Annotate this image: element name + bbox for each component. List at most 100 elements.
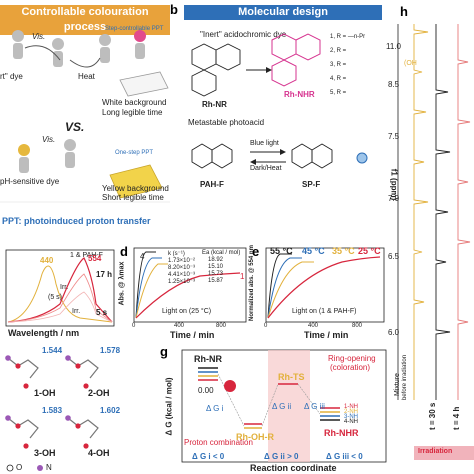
pahf-label: PAH-F — [200, 180, 224, 189]
panel-h-label: h — [400, 4, 408, 19]
g-cond2: Δ G ii > 0 — [264, 452, 299, 461]
rhnhr-label: Rh-NHR — [284, 90, 315, 99]
irr-2: (5 s) — [48, 294, 62, 301]
panel-e-label: e — [252, 244, 260, 259]
d-row-0-ea: 18.92 — [208, 257, 224, 263]
peak-554: 554 — [88, 254, 102, 263]
d-row-3-ea: 15.87 — [208, 278, 224, 284]
d-row-1-ea: 15.10 — [208, 264, 224, 270]
panel-b-label: b — [170, 2, 178, 17]
g-rhnr: Rh-NR — [194, 354, 222, 364]
h-oh: (OH — [404, 60, 417, 67]
h-axis-label: f1 (ppm) — [389, 168, 399, 201]
d-row-0-k: 1.73×10⁻² — [168, 258, 196, 264]
step-ppt-label: Step-controllable PPT — [105, 26, 164, 32]
d-xtick-2: 400 — [174, 323, 185, 329]
result-1b: Long legible time — [102, 108, 163, 117]
spectra-plot — [5, 249, 115, 327]
d-xtick-4: 800 — [216, 323, 227, 329]
h-tick-4: 6.5 — [388, 252, 400, 261]
e-temp-35: 35 °C — [332, 246, 355, 256]
g-dgiii: Δ G iii — [304, 402, 325, 411]
d-xtick-0: 0 — [132, 323, 136, 329]
result-2b: Short legible time — [102, 193, 164, 202]
g-ring: Ring-opening — [328, 354, 376, 363]
atom-o: O — [16, 463, 23, 472]
e-xtick-0: 0 — [264, 323, 268, 329]
r-list-3: 4, R = — [330, 76, 347, 82]
panel-e: e 55 °C 45 °C 35 °C 25 °C Light on (1 & … — [248, 244, 388, 342]
metastable-label: Metastable photoacid — [188, 118, 265, 127]
g-ts: Rh-TS — [278, 372, 305, 382]
h-tick-2: 7.5 — [388, 132, 400, 141]
blue-light-label: Blue light — [250, 140, 279, 147]
name-2oh: 2-OH — [88, 388, 110, 398]
g-xlabel: Reaction coordinate — [250, 463, 337, 473]
g-cond1: Δ G i < 0 — [192, 452, 225, 461]
h-t1: t = 30 s — [428, 402, 437, 430]
h-t2: t = 4 h — [452, 406, 461, 430]
h-tick-5: 6.0 — [388, 328, 400, 337]
d-curve-4: 4 — [140, 252, 145, 261]
dye-text: rt" dye — [0, 72, 23, 81]
e-xtick-4: 800 — [352, 323, 363, 329]
time-5s: 5 s — [96, 308, 108, 317]
vis-label-2: Vis. — [42, 135, 56, 144]
name-4oh: 4-OH — [88, 448, 110, 458]
panel-a: Controllable colouration process a rt" d… — [0, 0, 170, 236]
d-row-1-k: 8.20×10⁻³ — [168, 265, 196, 271]
h-tick-1: 8.5 — [388, 80, 400, 89]
d-ylabel: Abs. @ λmax — [118, 261, 126, 306]
d-xlabel: Time / min — [170, 330, 215, 340]
nmr-spectra — [397, 24, 474, 460]
h-mixture: Mixture — [394, 373, 401, 396]
r-list-4: 5, R = — [330, 90, 347, 96]
e-xtick-2: 400 — [308, 323, 319, 329]
irr-3: Irr. — [72, 308, 81, 315]
r-list-0: 1, R = —n-Pr — [330, 34, 366, 40]
panel-h: h 11.0 8.5 7.5 7.0 6.5 6.0 f1 (ppm) (OH … — [386, 0, 474, 474]
irr-1: Irr. — [60, 284, 69, 291]
g-nh-2: 2-NH — [344, 409, 359, 415]
bond-1: 1.544 — [42, 346, 63, 355]
panel-a-banner: Controllable colouration process — [0, 5, 170, 35]
d-row-2-ea: 15.73 — [208, 271, 224, 277]
panel-d: d 4 1 k (s⁻¹) Ea (kcal / mol) 1.73×10⁻² … — [118, 244, 250, 342]
e-light-note: Light on (1 & PAH-F) — [292, 308, 357, 315]
peak-440: 440 — [40, 256, 54, 265]
g-proton: Proton combination — [184, 438, 253, 447]
atom-n: N — [46, 463, 52, 472]
h-tick-0: 11.0 — [386, 42, 401, 51]
result-1a: White background — [102, 98, 167, 107]
time-17h: 17 h — [96, 270, 113, 279]
name-1oh: 1-OH — [34, 388, 56, 398]
d-table-head-ea: Ea (kcal / mol) — [202, 250, 241, 256]
panel-b: b Molecular design "Inert" acidochromic … — [170, 0, 382, 236]
g-nhr: Rh-NHR — [324, 428, 359, 438]
panel-b-banner: Molecular design — [184, 5, 382, 20]
panel-d-label: d — [120, 244, 128, 259]
legend-c: 1 & PAH-F — [70, 252, 103, 259]
e-xlabel: Time / min — [304, 330, 349, 340]
r-list-2: 3, R = — [330, 62, 347, 68]
d-curve-1: 1 — [240, 272, 245, 281]
g-zero: 0.00 — [198, 386, 214, 395]
h-before: before irradiation — [402, 354, 408, 400]
g-cond3: Δ G iii < 0 — [326, 452, 363, 461]
panel-g-label: g — [160, 344, 168, 359]
kinetics-plot-d — [133, 247, 247, 323]
panel-c: 1 & PAH-F 440 554 17 h 5 s Irr. (5 s) Ir… — [0, 244, 118, 342]
optimized-structures — [5, 355, 99, 472]
e-ylabel: Normalized abs. @ 554 nm — [248, 245, 255, 321]
bond-3: 1.583 — [42, 406, 63, 415]
d-light-note: Light on (25 °C) — [162, 308, 212, 315]
d-table-head-k: k (s⁻¹) — [168, 251, 185, 257]
d-row-2-k: 4.41×10⁻³ — [168, 272, 196, 278]
inert-dye-label: "Inert" acidochromic dye — [200, 30, 287, 39]
panel-g: g Δ G (kcal / mol) Reaction coordinate R… — [120, 344, 388, 474]
bond-2: 1.578 — [100, 346, 121, 355]
g-nh-1: 1-NH — [344, 404, 359, 410]
panel-f-structures: 1.544 1.578 1.583 1.602 1-OH 2-OH 3-OH 4… — [0, 344, 121, 474]
e-temp-45: 45 °C — [302, 246, 325, 256]
name-3oh: 3-OH — [34, 448, 56, 458]
